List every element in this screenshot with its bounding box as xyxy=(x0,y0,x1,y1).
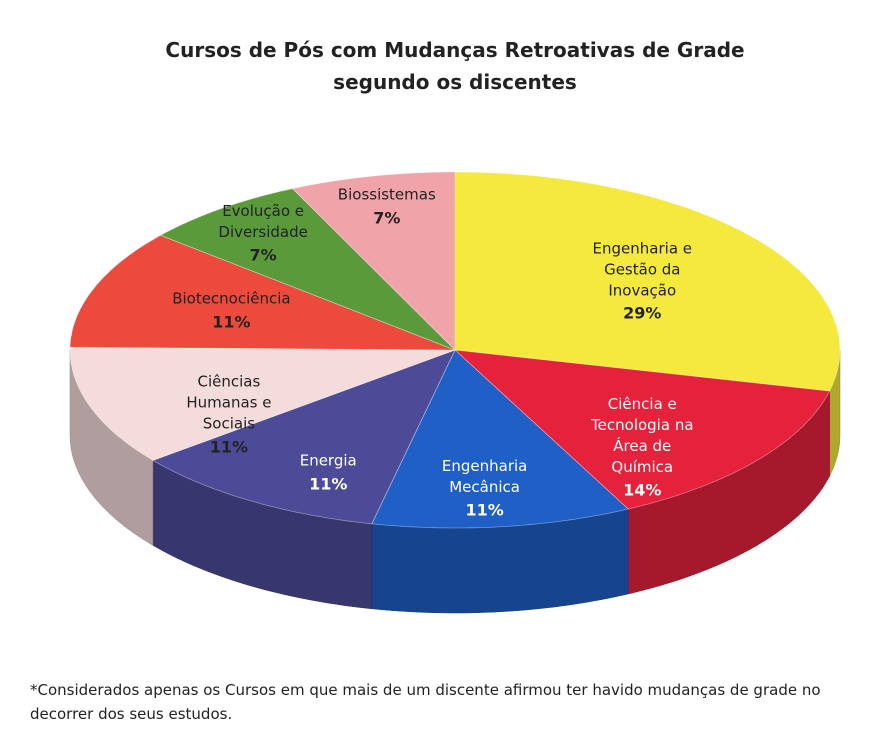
footnote: *Considerados apenas os Cursos em que ma… xyxy=(30,681,821,723)
slice-label: Engenharia e Gestão da Inovação xyxy=(592,239,693,300)
slice-label: Biossistemas xyxy=(337,185,436,204)
slice xyxy=(291,171,456,351)
slice xyxy=(69,346,456,461)
slice xyxy=(159,188,456,351)
slice xyxy=(69,234,456,351)
value-label: 7% xyxy=(249,245,277,265)
slice-label: Engenharia Mecânica xyxy=(441,457,528,497)
slice xyxy=(371,349,630,529)
value-label: 11% xyxy=(309,474,348,494)
value-label: 11% xyxy=(465,500,504,520)
chart-title: Cursos de Pós com Mudanças Retroativas d… xyxy=(165,38,745,94)
slice-label: Energia xyxy=(299,451,357,470)
slice xyxy=(454,171,841,392)
slice xyxy=(151,349,456,525)
slice-label: Ciência e Tecnologia na Área de Química xyxy=(591,395,694,477)
slice-side xyxy=(69,349,154,546)
value-label: 14% xyxy=(623,480,662,500)
slice-label: Ciências Humanas e Sociais xyxy=(186,372,272,433)
value-label: 11% xyxy=(212,312,251,332)
value-label: 7% xyxy=(373,208,401,228)
slice-label: Biotecnociência xyxy=(172,289,291,308)
slice-label: Evolução e Diversidade xyxy=(218,202,308,242)
slice xyxy=(453,349,831,510)
value-label: 29% xyxy=(623,303,662,323)
value-label: 11% xyxy=(209,437,249,457)
